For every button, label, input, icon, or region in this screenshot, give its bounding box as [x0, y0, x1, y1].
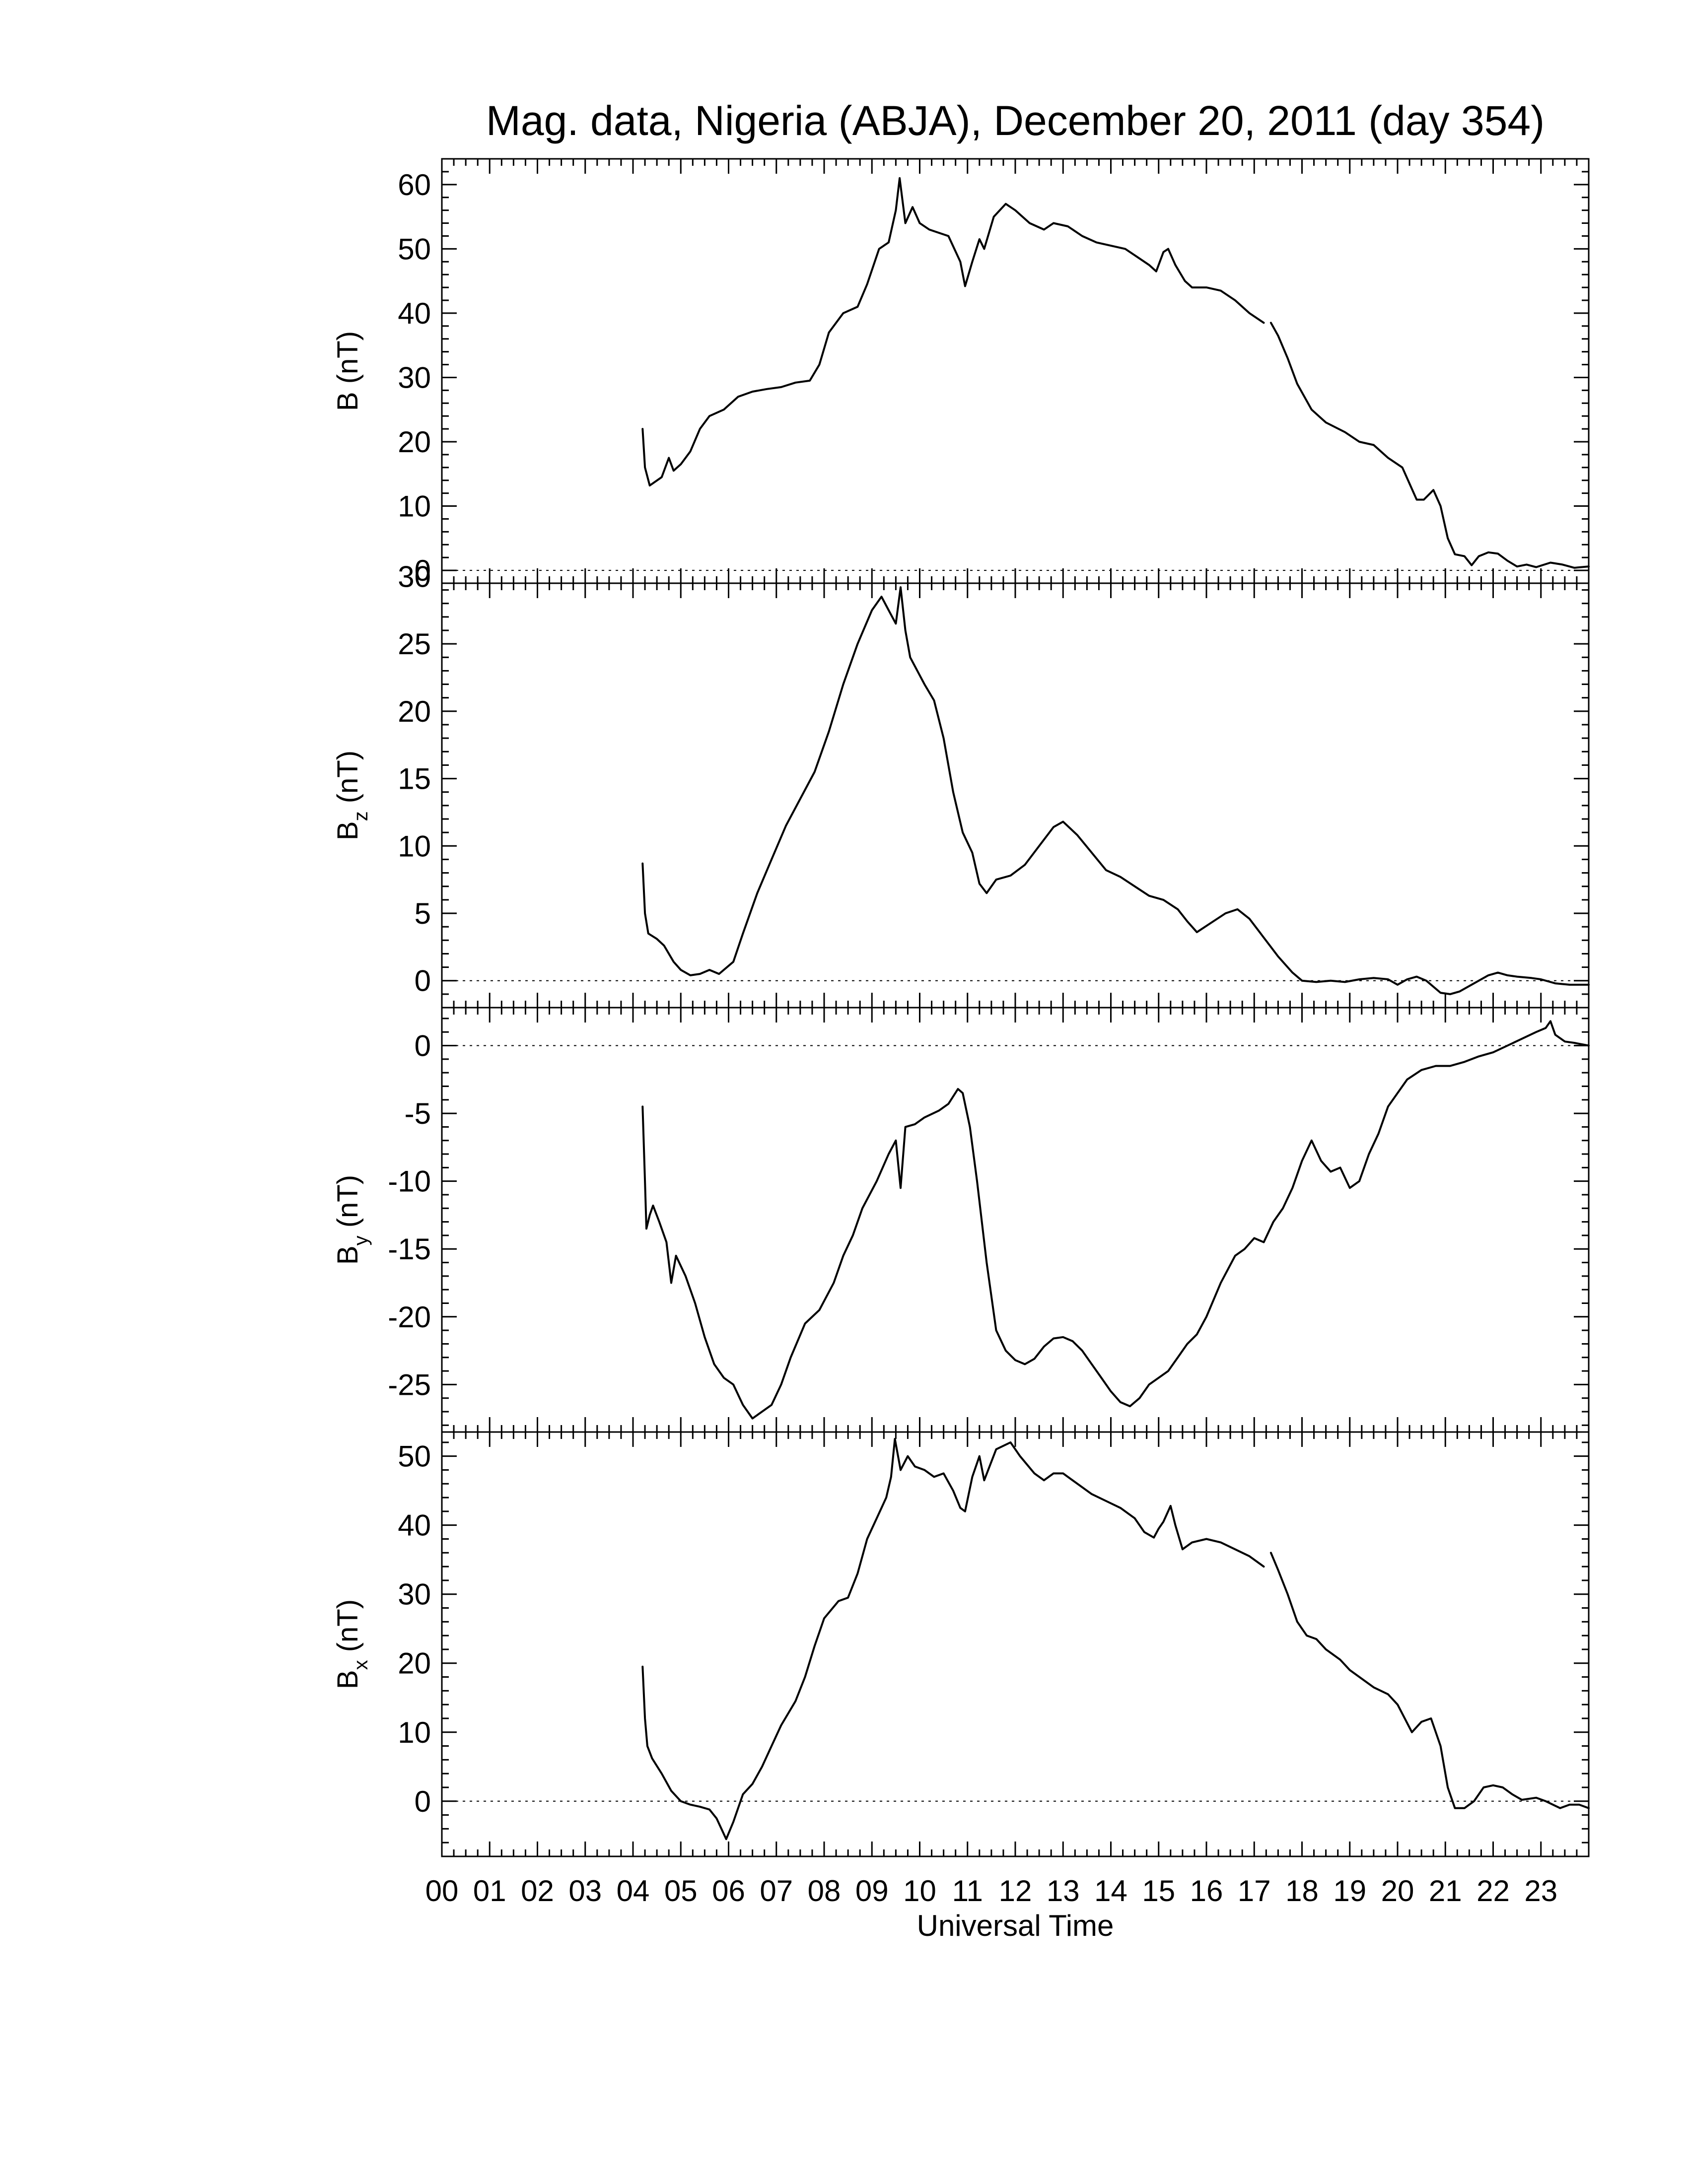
- y-tick-label: 40: [398, 297, 431, 330]
- y-tick-label: 20: [398, 425, 431, 459]
- x-tick-label: 10: [903, 1874, 936, 1908]
- x-tick-label: 18: [1285, 1874, 1319, 1908]
- x-tick-label: 09: [855, 1874, 889, 1908]
- y-tick-label: 40: [398, 1509, 431, 1542]
- series-line-segment-2: [1269, 1552, 1590, 1809]
- panel-3: -25 -20 -15 -10 -5 0 By (nT): [332, 1007, 1590, 1433]
- y-tick-label: -25: [388, 1368, 431, 1401]
- y-tick-label: 50: [398, 232, 431, 266]
- x-tick-label: 12: [999, 1874, 1032, 1908]
- x-tick-label: 23: [1524, 1874, 1557, 1908]
- plot-frame: [441, 582, 1590, 1009]
- y-tick-label: 20: [398, 695, 431, 728]
- x-tick-labels: 00 01 02 03 04 05 06 07 08 09 10 11 12 13 14 15 16 17 18 19…: [425, 1874, 1558, 1908]
- y-tick-label: 5: [415, 897, 431, 930]
- x-tick-label: 01: [473, 1874, 506, 1908]
- y-tick-label: 60: [398, 168, 431, 202]
- y-axis-label: Bx (nT): [332, 1599, 372, 1689]
- x-tick-label: 07: [760, 1874, 793, 1908]
- x-tick-label: 13: [1047, 1874, 1080, 1908]
- panels: 0 10 20 30 40 50 60 B (nT) 0 5 10 15 20 25 30 Bz (nT) -2…: [332, 158, 1590, 1857]
- y-tick-label: -10: [388, 1165, 431, 1198]
- series-line-segment-1: [641, 1020, 1590, 1420]
- y-tick-label: 20: [398, 1647, 431, 1680]
- y-tick-label: 0: [415, 1029, 431, 1062]
- series-line-segment-2: [1269, 322, 1590, 569]
- y-tick-label: 25: [398, 627, 431, 661]
- x-tick-label: 00: [425, 1874, 459, 1908]
- panel-4: 0 10 20 30 40 50 Bx (nT): [332, 1431, 1590, 1857]
- x-tick-label: 20: [1381, 1874, 1414, 1908]
- y-tick-label: 10: [398, 1716, 431, 1749]
- x-tick-label: 08: [808, 1874, 841, 1908]
- y-axis-label: By (nT): [332, 1175, 372, 1265]
- plot-frame: [441, 1431, 1590, 1857]
- x-tick-label: 21: [1429, 1874, 1462, 1908]
- plot-frame: [441, 1007, 1590, 1433]
- y-tick-label: 30: [398, 361, 431, 394]
- x-tick-label: 14: [1094, 1874, 1127, 1908]
- x-tick-label: 16: [1190, 1874, 1223, 1908]
- y-tick-label: -15: [388, 1232, 431, 1266]
- plot-frame: [441, 158, 1590, 584]
- y-tick-label: 50: [398, 1440, 431, 1473]
- x-tick-label: 22: [1477, 1874, 1510, 1908]
- x-tick-label: 04: [617, 1874, 650, 1908]
- y-tick-label: 30: [398, 1578, 431, 1611]
- y-axis-label: B (nT): [332, 331, 364, 411]
- panel-1: 0 10 20 30 40 50 60 B (nT): [332, 158, 1590, 587]
- x-axis-title: Universal Time: [917, 1909, 1114, 1942]
- x-tick-label: 15: [1142, 1874, 1175, 1908]
- x-tick-label: 11: [952, 1874, 983, 1908]
- y-axis-label: Bz (nT): [332, 751, 372, 840]
- chart-title: Mag. data, Nigeria (ABJA), December 20, …: [486, 97, 1545, 144]
- x-tick-label: 03: [568, 1874, 602, 1908]
- x-tick-label: 02: [521, 1874, 554, 1908]
- y-tick-label: 0: [415, 964, 431, 998]
- y-tick-label: 30: [398, 560, 431, 593]
- y-tick-label: 0: [415, 554, 431, 587]
- x-tick-label: 06: [712, 1874, 745, 1908]
- x-tick-label: 05: [664, 1874, 698, 1908]
- x-tick-label: 19: [1333, 1874, 1366, 1908]
- series-line-segment-1: [641, 1437, 1265, 1841]
- series-line-segment-1: [641, 177, 1265, 487]
- y-tick-label: 10: [398, 829, 431, 863]
- panel-2: 0 5 10 15 20 25 30 Bz (nT): [332, 560, 1590, 1009]
- y-tick-label: 10: [398, 490, 431, 523]
- y-tick-label: 15: [398, 762, 431, 796]
- y-tick-label: -5: [405, 1097, 431, 1130]
- y-tick-label: 0: [415, 1785, 431, 1818]
- y-tick-label: -20: [388, 1300, 431, 1334]
- x-tick-label: 17: [1238, 1874, 1271, 1908]
- x-axis: 00 01 02 03 04 05 06 07 08 09 10 11 12 13 14 15 16 17 18 19…: [425, 1874, 1558, 1942]
- series-line-segment-1: [641, 586, 1590, 995]
